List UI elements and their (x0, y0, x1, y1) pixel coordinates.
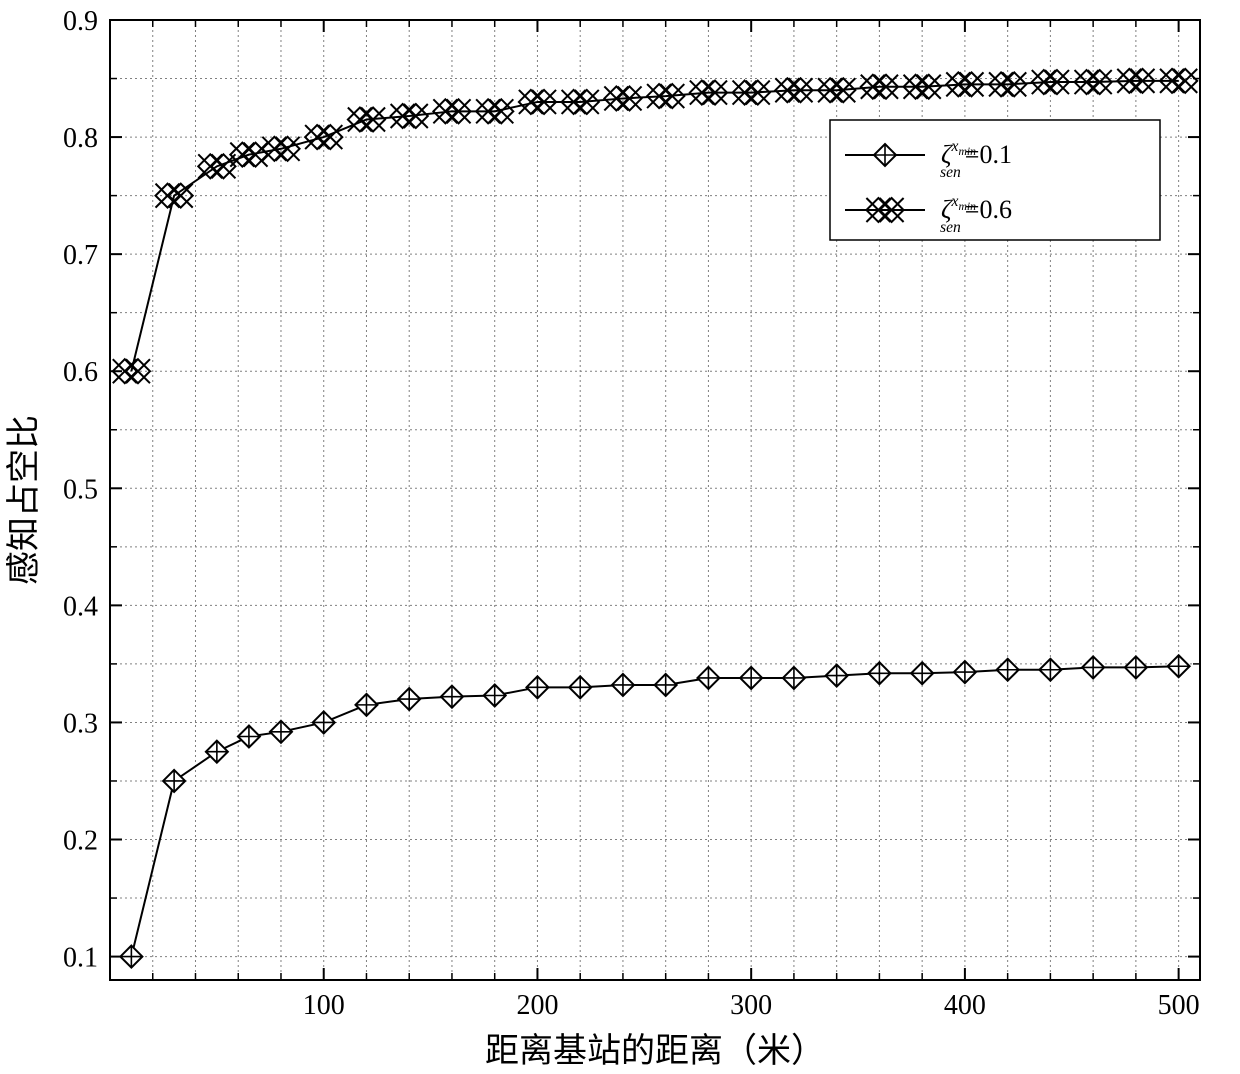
x-axis-label: 距离基站的距离（米） (485, 1032, 825, 1070)
y-tick-label: 0.2 (63, 826, 98, 857)
x-tick-label: 200 (516, 990, 558, 1021)
y-tick-label: 0.7 (63, 240, 98, 271)
y-axis-label: 感知占空比 (5, 415, 43, 585)
y-tick-label: 0.5 (63, 474, 98, 505)
y-tick-label: 0.6 (63, 357, 98, 388)
x-tick-label: 300 (730, 990, 772, 1021)
y-tick-label: 0.4 (63, 591, 98, 622)
x-tick-label: 400 (944, 990, 986, 1021)
x-tick-label: 500 (1158, 990, 1200, 1021)
x-tick-label: 100 (303, 990, 345, 1021)
line-chart: 100 200 300 400 500 0.1 0.2 0.3 0.4 0.5 0.6 0.7 0.8 0… (0, 0, 1240, 1074)
y-tick-label: 0.9 (63, 6, 98, 37)
legend: ζxminsen=0.1ζxminsen=0.6 (830, 120, 1160, 240)
y-tick-label: 0.3 (63, 708, 98, 739)
chart-container: 100 200 300 400 500 0.1 0.2 0.3 0.4 0.5 0.6 0.7 0.8 0… (0, 0, 1240, 1074)
y-tick-label: 0.8 (63, 123, 98, 154)
y-tick-label: 0.1 (63, 943, 98, 974)
